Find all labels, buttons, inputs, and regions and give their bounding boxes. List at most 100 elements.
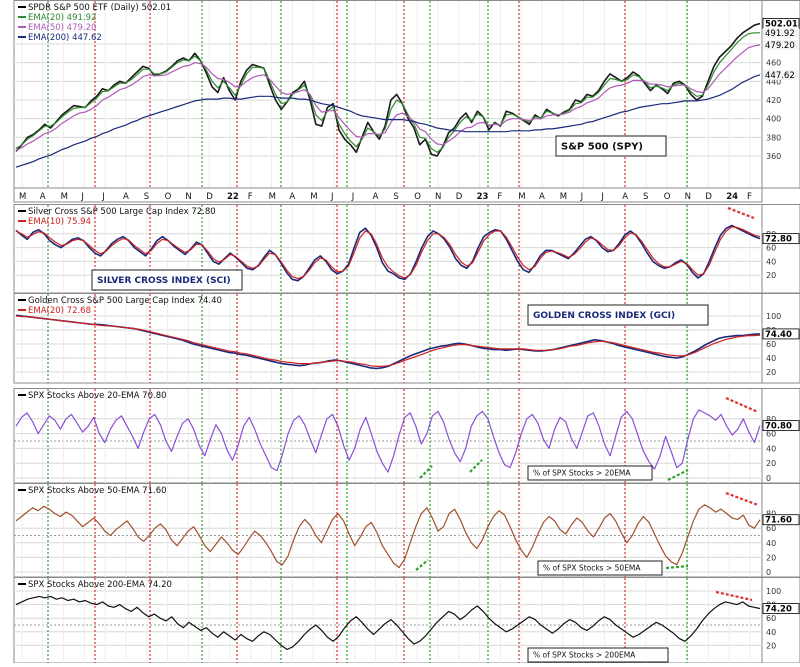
annotation-box bbox=[527, 647, 669, 663]
month-tick-label: A bbox=[539, 192, 545, 202]
y-tick-label: 0 bbox=[766, 474, 771, 483]
y-tick-label: 60 bbox=[766, 430, 776, 439]
month-tick-label: A bbox=[123, 192, 129, 202]
month-tick-label: J bbox=[80, 192, 84, 202]
y-tick-label: 440 bbox=[766, 77, 781, 86]
last-value-label: 479.20 bbox=[765, 41, 795, 51]
y-tick-label: 20 bbox=[766, 641, 776, 650]
panel-frame bbox=[13, 0, 763, 189]
month-axis bbox=[13, 187, 763, 203]
series-ema200 bbox=[15, 74, 761, 168]
y-tick-label: 60 bbox=[766, 340, 776, 349]
axis-background bbox=[761, 388, 800, 484]
month-tick-label: O bbox=[414, 192, 421, 202]
month-tick-label: S bbox=[643, 192, 648, 202]
y-tick-label: 80 bbox=[766, 415, 776, 424]
y-tick-label: 60 bbox=[766, 244, 776, 253]
y-tick-label: 40 bbox=[766, 444, 776, 453]
legend-entry: SPX Stocks Above 20-EMA 70.80 bbox=[28, 391, 167, 401]
y-tick-label: 20 bbox=[766, 368, 776, 377]
legend-entry: Silver Cross S&P 500 Large Cap Index 72.… bbox=[28, 207, 216, 217]
annotation-box bbox=[91, 269, 243, 291]
annotation-box bbox=[555, 135, 667, 157]
series-ema50 bbox=[15, 44, 761, 151]
last-value-label: 70.80 bbox=[765, 422, 792, 432]
series-gci bbox=[15, 314, 761, 370]
axis-background bbox=[761, 577, 800, 664]
annotation-text: % of SPX Stocks > 200EMA bbox=[533, 651, 636, 660]
panel-pct50: 0 20 40 60 80 SPX Stocks Above 50-EMA 71.60 71… bbox=[13, 483, 800, 578]
trend-annotation-line bbox=[665, 564, 689, 570]
month-tick-label: D bbox=[705, 192, 712, 202]
annotation-text: GOLDEN CROSS INDEX (GCI) bbox=[533, 311, 675, 321]
y-tick-label: 60 bbox=[766, 524, 776, 533]
month-tick-label: J bbox=[351, 192, 355, 202]
last-value-label: 71.60 bbox=[765, 516, 792, 526]
month-tick-label: M bbox=[310, 192, 317, 202]
last-value-box bbox=[763, 69, 799, 80]
y-tick-label: 20 bbox=[766, 271, 776, 280]
panel-price: 360380400420440460480SPDR S&P 500 ETF (D… bbox=[13, 0, 800, 189]
legend-entry: EMA(20) 72.68 bbox=[28, 306, 91, 316]
month-tick-label: N bbox=[185, 192, 191, 202]
y-tick-label: 460 bbox=[766, 59, 781, 68]
month-tick-label: M bbox=[518, 192, 525, 202]
month-tick-label: M bbox=[61, 192, 68, 202]
legend-entry: EMA(200) 447.62 bbox=[28, 33, 102, 43]
last-value-label: 502.01 bbox=[765, 19, 798, 29]
month-tick-label: J bbox=[330, 192, 334, 202]
y-tick-label: 80 bbox=[766, 510, 776, 519]
y-tick-label: 100 bbox=[766, 312, 781, 321]
month-tick-label: A bbox=[622, 192, 628, 202]
legend-entry: SPDR S&P 500 ETF (Daily) 502.01 bbox=[28, 3, 171, 13]
month-tick-label: F bbox=[248, 192, 253, 202]
trend-annotation-line bbox=[415, 559, 429, 571]
last-value-label: 74.40 bbox=[765, 330, 792, 340]
month-tick-label: J bbox=[101, 192, 105, 202]
y-tick-label: 360 bbox=[766, 152, 781, 161]
legend-entry: EMA(10) 75.94 bbox=[28, 217, 91, 227]
last-value-label: 72.80 bbox=[765, 235, 792, 245]
panel-pct200: 20406080100SPX Stocks Above 200-EMA 74.2… bbox=[13, 577, 800, 664]
last-value-box bbox=[762, 603, 800, 614]
month-tick-label: S bbox=[144, 192, 149, 202]
last-value-label: 447.62 bbox=[765, 71, 795, 81]
trend-annotation-line bbox=[469, 459, 483, 473]
legend-entry: EMA(50) 479.20 bbox=[28, 23, 96, 33]
month-tick-label: 22 bbox=[227, 192, 239, 202]
annotation-text: % of SPX Stocks > 50EMA bbox=[543, 564, 641, 573]
panel-gci: 20406080100Golden Cross S&P 500 Large Ca… bbox=[13, 293, 800, 384]
y-tick-label: 40 bbox=[766, 539, 776, 548]
annotation-text: % of SPX Stocks > 20EMA bbox=[533, 469, 631, 478]
month-tick-label: J bbox=[580, 192, 584, 202]
last-value-label: 491.92 bbox=[765, 29, 795, 39]
panel-pct20: 0 20 40 60 80 SPX Stocks Above 20-EMA 70.80 70… bbox=[13, 388, 800, 484]
month-tick-label: 24 bbox=[726, 192, 738, 202]
axis-background bbox=[761, 483, 800, 578]
y-tick-label: 20 bbox=[766, 553, 776, 562]
y-tick-label: 20 bbox=[766, 459, 776, 468]
month-tick-label: 23 bbox=[477, 192, 489, 202]
y-tick-label: 420 bbox=[766, 96, 781, 105]
axis-background bbox=[761, 204, 800, 294]
trend-annotation-line bbox=[725, 491, 759, 507]
month-tick-label: S bbox=[393, 192, 398, 202]
legend-entry: SPX Stocks Above 200-EMA 74.20 bbox=[28, 580, 172, 590]
last-value-box bbox=[762, 514, 800, 526]
legend-entry: Golden Cross S&P 500 Large Cap Index 74.… bbox=[28, 296, 222, 306]
y-tick-label: 40 bbox=[766, 257, 776, 266]
series-p20 bbox=[15, 409, 761, 473]
legend-entry: SPX Stocks Above 50-EMA 71.60 bbox=[28, 486, 167, 496]
last-value-box bbox=[762, 233, 800, 245]
series-p50 bbox=[15, 504, 761, 569]
last-value-box bbox=[763, 27, 799, 38]
month-tick-label: A bbox=[289, 192, 295, 202]
panel-sci: 20406080Silver Cross S&P 500 Large Cap I… bbox=[13, 204, 800, 294]
month-tick-label: D bbox=[456, 192, 463, 202]
y-tick-label: 400 bbox=[766, 115, 781, 124]
y-tick-label: 40 bbox=[766, 628, 776, 637]
annotation-box bbox=[527, 304, 709, 326]
month-tick-label: N bbox=[435, 192, 441, 202]
